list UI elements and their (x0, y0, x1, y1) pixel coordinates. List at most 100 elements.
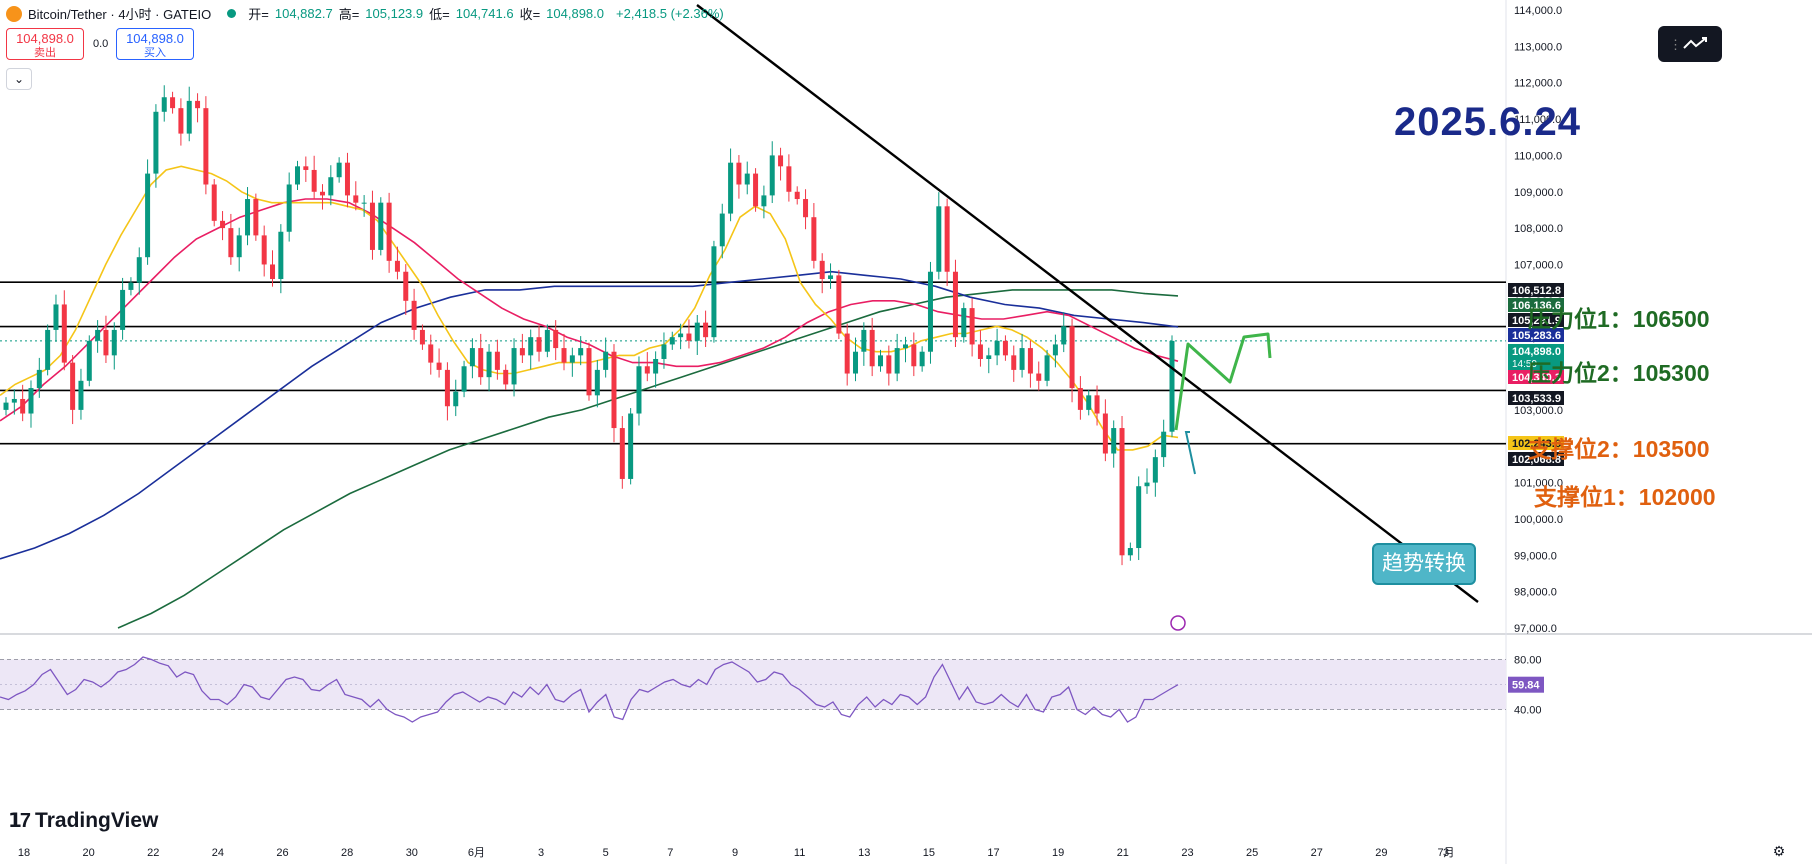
buy-price: 104,898.0 (126, 31, 184, 46)
time-tick-label: 24 (212, 847, 224, 859)
candle-body (753, 173, 759, 207)
time-tick-label: 18 (18, 847, 30, 859)
collapse-legend-button[interactable]: ⌄ (6, 68, 32, 90)
rsi-value-text: 59.84 (1512, 680, 1540, 692)
rsi-tick-label: 80.00 (1514, 655, 1542, 667)
price-tag-text: 106,512.8 (1512, 285, 1561, 297)
candle-body (569, 355, 575, 363)
candle-body (927, 271, 933, 352)
candle-body (28, 388, 34, 414)
price-tag (1508, 328, 1564, 342)
price-tag-text: 105,291.9 (1512, 315, 1561, 327)
candle-body (278, 231, 284, 280)
candle-body (286, 184, 292, 232)
chart-mode-button[interactable]: ⋮ (1658, 26, 1722, 62)
candle-body (919, 351, 925, 367)
price-tick-label: 113,000.0 (1514, 41, 1562, 53)
candle-body (1127, 548, 1133, 556)
candle-body (628, 413, 634, 479)
time-tick-label: 27 (1311, 847, 1323, 859)
annotation-date: 2025.6.24 (1394, 100, 1581, 144)
candle-body (619, 428, 625, 479)
candle-body (20, 398, 26, 414)
event-marker-icon (1170, 615, 1186, 631)
time-tick-label: 6月 (468, 847, 485, 859)
price-tick-label: 112,000.0 (1514, 78, 1562, 90)
bitcoin-logo-icon (6, 5, 22, 22)
candle-body (145, 173, 151, 258)
candle-body (336, 162, 342, 178)
candle-body (70, 362, 76, 410)
candle-body (103, 329, 109, 356)
candle-body (861, 329, 867, 352)
candle-body (1036, 373, 1042, 381)
candle-body (419, 329, 425, 345)
candle-body (636, 366, 642, 414)
candle-body (561, 348, 567, 363)
ohlc-change: +2,418.5 (+2.36%) (616, 6, 724, 21)
candle-body (728, 162, 734, 214)
market-open-icon (227, 9, 237, 18)
time-tick-label: 3 (1443, 847, 1449, 859)
price-tag (1508, 313, 1564, 327)
sell-button[interactable]: 104,898.0 卖出 (6, 28, 84, 60)
ohlc-close-label: 收= (519, 7, 541, 22)
time-tick-label: 17 (987, 847, 999, 859)
tradingview-logo: 𝟭7 TradingView (8, 808, 158, 833)
candle-body (894, 348, 900, 374)
annotation-resistance-1: 压力位1：106500 (1528, 306, 1710, 332)
candle-body (1152, 457, 1158, 483)
price-tag-text: 104,898.0 (1512, 346, 1561, 358)
trend-arrow-icon: ⋮ (1669, 37, 1707, 52)
candle-body (644, 366, 650, 374)
candle-body (211, 184, 217, 221)
price-tag-text: 106,136.6 (1512, 300, 1561, 312)
descending-trendline (696, 4, 1479, 603)
candle-body (78, 380, 84, 410)
candle-body (1027, 348, 1033, 374)
candle-body (1052, 344, 1058, 356)
time-tick-label: 5 (603, 847, 609, 859)
candle-body (886, 355, 892, 374)
annotation-resistance-2: 压力位2：105300 (1528, 360, 1710, 386)
candle-body (469, 348, 475, 367)
candle-body (394, 260, 400, 272)
symbol-title[interactable]: Bitcoin/Tether · 4小时 · GATEIO (28, 7, 212, 22)
candle-body (661, 344, 667, 359)
candle-body (1169, 340, 1175, 432)
spread-value: 0.0 (93, 38, 109, 50)
time-tick-label: 7 (667, 847, 673, 859)
candle-body (95, 329, 101, 341)
candle-body (744, 173, 750, 185)
candle-body (794, 191, 800, 200)
time-tick-label: 23 (1181, 847, 1193, 859)
candle-body (944, 206, 950, 272)
price-tick-label: 114,000.0 (1514, 5, 1562, 17)
settings-gear-icon[interactable]: ⚙ (1772, 843, 1786, 859)
candle-body (195, 100, 201, 109)
rsi-line (0, 656, 1179, 723)
candle-body (120, 289, 126, 330)
sell-price: 104,898.0 (16, 31, 74, 46)
candle-body (494, 351, 500, 370)
candle-body (653, 358, 659, 374)
ohlc-open-label: 开= (248, 7, 269, 22)
candle-body (519, 348, 525, 356)
buy-button[interactable]: 104,898.0 买入 (116, 28, 194, 60)
price-tag (1508, 452, 1564, 466)
candle-body (911, 344, 917, 367)
candle-body (353, 195, 359, 203)
candle-body (703, 322, 709, 338)
candle-body (153, 111, 159, 174)
rsi-tick-label: 40.00 (1514, 705, 1542, 717)
candle-body (902, 344, 908, 349)
candle-body (844, 333, 850, 374)
candle-body (53, 304, 59, 330)
candle-body (386, 202, 392, 261)
candle-body (586, 348, 592, 396)
callout-pointer (1184, 431, 1196, 475)
candle-body (111, 329, 117, 356)
rsi-value-tag (1508, 676, 1544, 693)
